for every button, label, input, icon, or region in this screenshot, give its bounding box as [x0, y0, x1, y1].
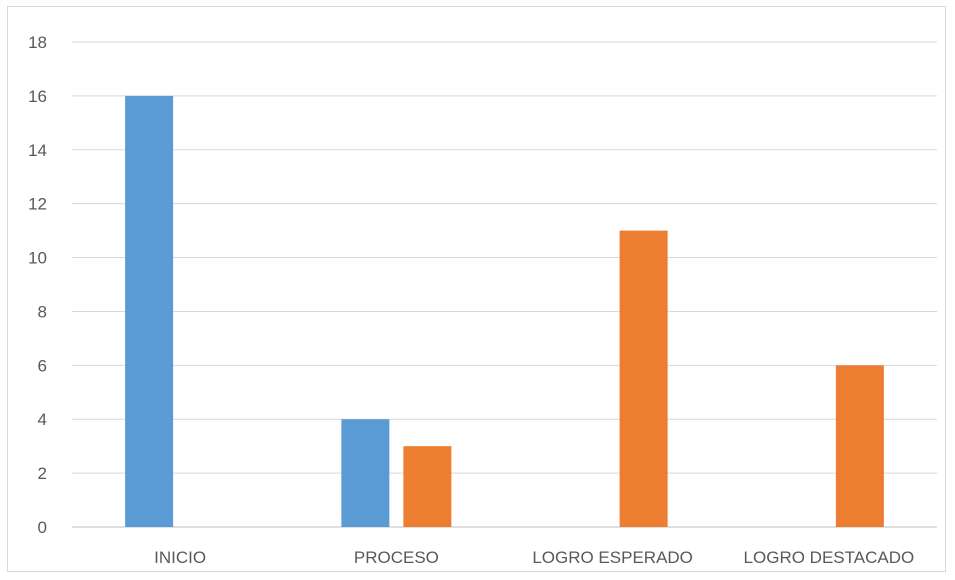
chart-frame	[7, 6, 946, 572]
y-axis-ticks: 0 2 4 6 8 10 12 14 16 18	[28, 33, 47, 537]
x-category-label: LOGRO ESPERADO	[532, 548, 693, 567]
x-category-label: LOGRO DESTACADO	[744, 548, 915, 567]
y-tick-label: 6	[38, 356, 47, 375]
y-tick-label: 16	[28, 87, 47, 106]
y-tick-label: 2	[38, 464, 47, 483]
bars	[125, 95, 884, 527]
y-tick-label: 10	[28, 249, 47, 268]
y-tick-label: 14	[28, 141, 47, 160]
gridlines	[72, 41, 937, 528]
bar-logro-destacado-series-2	[835, 365, 884, 527]
y-tick-label: 0	[38, 518, 47, 537]
x-axis-categories: INICIO PROCESO LOGRO ESPERADO LOGRO DESTACA…	[154, 548, 914, 567]
y-tick-label: 8	[38, 302, 47, 321]
bar-logro-esperado-series-2	[619, 230, 668, 527]
bar-proceso-series-1	[341, 419, 390, 527]
bar-inicio-series-1	[125, 95, 174, 527]
bar-proceso-series-2	[403, 446, 452, 527]
y-tick-label: 18	[28, 33, 47, 52]
x-category-label: PROCESO	[354, 548, 439, 567]
y-tick-label: 12	[28, 195, 47, 214]
y-tick-label: 4	[38, 410, 47, 429]
x-category-label: INICIO	[154, 548, 206, 567]
